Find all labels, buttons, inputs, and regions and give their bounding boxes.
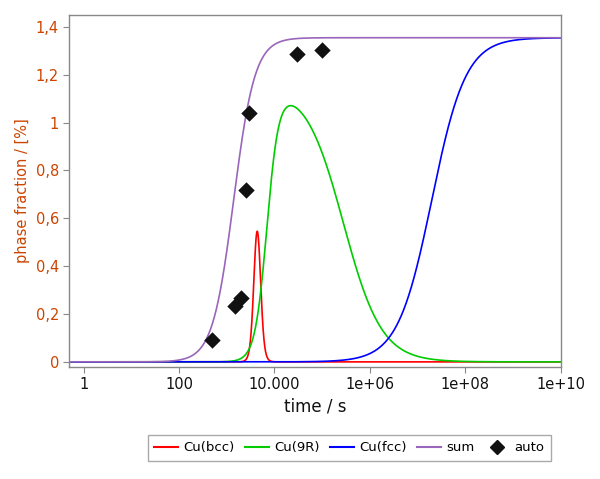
Cu(fcc)	[532, 35, 539, 41]
Cu(fcc)	[32, 359, 40, 365]
X-axis label: time / s: time / s	[284, 398, 346, 416]
Cu(9R)	[287, 103, 294, 109]
Cu(fcc)	[97, 359, 104, 365]
Cu(bcc)	[326, 359, 334, 365]
Cu(9R)	[508, 359, 515, 365]
Cu(9R)	[532, 359, 539, 365]
Cu(fcc)	[44, 359, 52, 365]
auto	[236, 295, 246, 302]
Cu(bcc)	[44, 359, 52, 365]
auto	[208, 337, 217, 344]
Cu(bcc)	[32, 359, 40, 365]
Cu(bcc)	[532, 359, 539, 365]
Line: sum: sum	[36, 38, 560, 362]
sum	[508, 35, 515, 41]
Cu(bcc)	[557, 359, 564, 365]
sum	[532, 35, 539, 41]
Y-axis label: phase fraction / [%]: phase fraction / [%]	[15, 118, 30, 263]
Line: Cu(9R): Cu(9R)	[36, 106, 560, 362]
Cu(9R)	[557, 359, 564, 365]
Cu(fcc)	[508, 38, 515, 44]
sum	[32, 359, 40, 365]
Cu(9R)	[32, 359, 40, 365]
Legend: Cu(bcc), Cu(9R), Cu(fcc), sum, auto: Cu(bcc), Cu(9R), Cu(fcc), sum, auto	[148, 435, 551, 461]
sum	[44, 359, 52, 365]
Cu(bcc)	[254, 228, 261, 234]
Cu(bcc)	[309, 359, 316, 365]
auto	[245, 109, 254, 117]
auto	[230, 302, 240, 309]
Cu(bcc)	[97, 359, 104, 365]
sum	[367, 35, 374, 41]
Cu(9R)	[367, 304, 374, 310]
Line: Cu(fcc): Cu(fcc)	[36, 38, 560, 362]
auto	[317, 46, 327, 54]
sum	[97, 359, 104, 365]
sum	[309, 35, 316, 41]
Cu(fcc)	[309, 359, 316, 365]
sum	[557, 35, 564, 41]
Cu(9R)	[309, 127, 316, 133]
Line: Cu(bcc): Cu(bcc)	[36, 231, 560, 362]
Cu(9R)	[44, 359, 52, 365]
Cu(bcc)	[508, 359, 515, 365]
auto	[292, 51, 302, 58]
Cu(9R)	[97, 359, 104, 365]
Cu(bcc)	[367, 359, 374, 365]
Cu(fcc)	[557, 35, 564, 41]
auto	[241, 186, 251, 194]
Cu(fcc)	[367, 351, 374, 356]
